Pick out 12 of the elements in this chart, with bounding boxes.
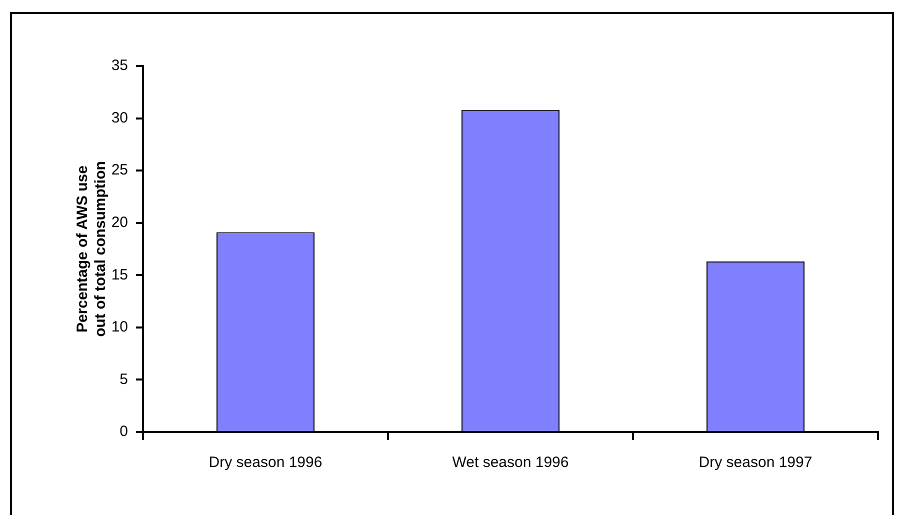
y-tick-label: 15 xyxy=(111,266,128,284)
y-tick-label: 0 xyxy=(120,423,128,440)
y-tick-label: 25 xyxy=(111,162,128,179)
y-tick-label: 10 xyxy=(111,318,128,336)
y-tick-label: 5 xyxy=(120,370,128,388)
y-tick-label: 30 xyxy=(111,109,128,126)
y-axis-title: Percentage of AWS use out of total consumption xyxy=(74,161,110,337)
y-tick-label: 35 xyxy=(111,57,128,74)
x-tick-label: Dry season 1996 xyxy=(208,454,322,472)
y-tick-label: 20 xyxy=(111,214,128,231)
x-tick-label: Dry season 1997 xyxy=(698,454,812,472)
x-tick-label: Wet season 1996 xyxy=(452,454,569,472)
